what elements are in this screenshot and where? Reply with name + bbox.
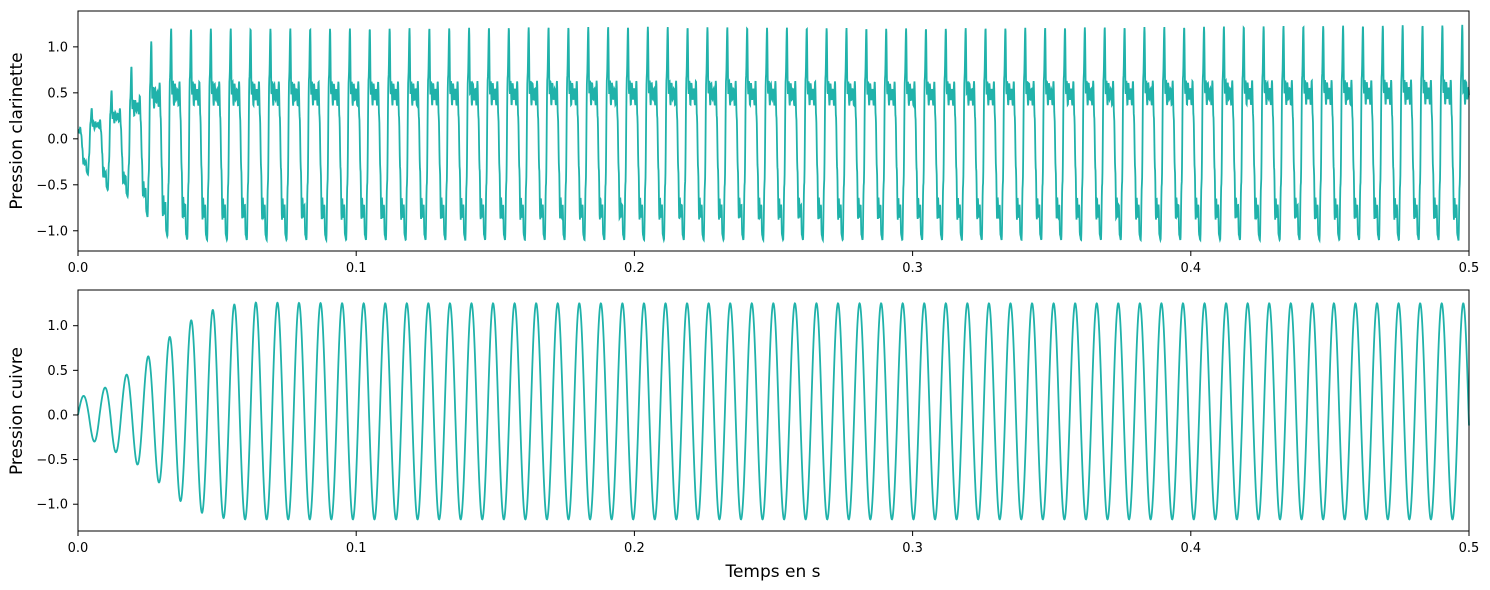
clarinet-y-axis: −1.0 −0.5 0.0 0.5 1.0 xyxy=(36,40,78,239)
x-tick-label: 0.4 xyxy=(1180,261,1201,276)
x-tick-label: 0.3 xyxy=(902,261,923,276)
x-tick-label: 0.2 xyxy=(624,261,645,276)
y-tick-label: −1.0 xyxy=(36,224,68,239)
y-tick-label: −1.0 xyxy=(36,498,68,513)
brass-plot-frame xyxy=(77,289,1470,532)
y-tick-label: 0.5 xyxy=(47,86,68,101)
x-tick-label: 0.3 xyxy=(902,541,923,556)
x-tick-label: 0.5 xyxy=(1459,261,1480,276)
clarinet-y-axis-label: Pression clarinette xyxy=(7,52,27,209)
brass-y-axis-label: Pression cuivre xyxy=(7,347,27,475)
x-tick-label: 0.1 xyxy=(346,261,367,276)
x-tick-label: 0.2 xyxy=(624,541,645,556)
clarinet-waveform-line xyxy=(77,24,1470,244)
brass-x-axis-label: Temps en s xyxy=(724,562,820,582)
y-tick-label: 0.0 xyxy=(47,408,68,423)
x-tick-label: 0.5 xyxy=(1459,541,1480,556)
x-tick-label: 0.0 xyxy=(68,261,89,276)
brass-x-axis: 0.0 0.1 0.2 0.3 0.4 0.5 xyxy=(68,531,1480,556)
y-tick-label: −0.5 xyxy=(36,453,68,468)
y-tick-label: 0.0 xyxy=(47,132,68,147)
y-tick-label: 1.0 xyxy=(47,40,68,55)
x-tick-label: 0.0 xyxy=(68,541,89,556)
y-tick-label: 1.0 xyxy=(47,319,68,334)
clarinet-x-axis: 0.0 0.1 0.2 0.3 0.4 0.5 xyxy=(68,251,1480,276)
y-tick-label: −0.5 xyxy=(36,178,68,193)
subplot-brass: 0.0 0.1 0.2 0.3 0.4 0.5 −1.0 −0.5 0.0 0.5 1.0 Pre… xyxy=(7,289,1480,582)
y-tick-label: 0.5 xyxy=(47,364,68,379)
subplot-clarinet: 0.0 0.1 0.2 0.3 0.4 0.5 −1.0 −0.5 0.0 0.5 1.0 Pre… xyxy=(7,10,1480,276)
clarinet-plot-frame xyxy=(77,10,1470,252)
x-tick-label: 0.1 xyxy=(346,541,367,556)
x-tick-label: 0.4 xyxy=(1180,541,1201,556)
brass-y-axis: −1.0 −0.5 0.0 0.5 1.0 xyxy=(36,319,78,513)
brass-waveform-line xyxy=(77,301,1470,521)
